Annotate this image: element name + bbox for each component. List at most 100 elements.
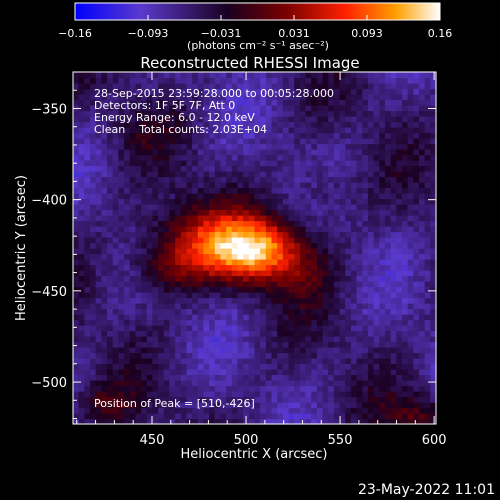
heatmap-cell <box>209 105 216 112</box>
heatmap-cell <box>379 380 386 387</box>
heatmap-cell <box>373 215 380 222</box>
heatmap-cell <box>418 226 426 233</box>
heatmap-cell <box>158 319 165 326</box>
heatmap-cell <box>231 297 239 304</box>
heatmap-cell <box>124 413 131 420</box>
heatmap-cell <box>328 226 335 233</box>
heatmap-cell <box>396 286 403 293</box>
heatmap-cell <box>288 374 295 381</box>
heatmap-cell <box>390 165 397 172</box>
heatmap-cell <box>141 176 148 183</box>
heatmap-cell <box>237 391 244 398</box>
heatmap-cell <box>209 391 216 398</box>
heatmap-cell <box>362 149 369 156</box>
heatmap-cell <box>220 171 227 178</box>
heatmap-cell <box>430 99 437 106</box>
heatmap-cell <box>350 413 358 420</box>
heatmap-cell <box>163 264 171 271</box>
heatmap-cell <box>345 187 352 194</box>
heatmap-cell <box>265 336 273 343</box>
heatmap-cell <box>413 374 420 381</box>
heatmap-cell <box>413 187 420 194</box>
heatmap-cell <box>175 176 182 183</box>
heatmap-cell <box>95 352 102 359</box>
heatmap-cell <box>430 253 437 260</box>
heatmap-cell <box>367 418 375 425</box>
heatmap-cell <box>254 132 261 139</box>
heatmap-cell <box>226 248 233 255</box>
heatmap-cell <box>175 330 182 337</box>
heatmap-cell <box>333 72 341 79</box>
heatmap-cell <box>322 391 329 398</box>
heatmap-cell <box>277 396 284 403</box>
heatmap-cell <box>175 237 182 244</box>
heatmap-cell <box>260 165 267 172</box>
heatmap-cell <box>214 88 222 95</box>
heatmap-cell <box>316 347 324 354</box>
heatmap-cell <box>311 242 318 249</box>
heatmap-cell <box>192 215 199 222</box>
heatmap-cell <box>333 215 341 222</box>
heatmap-cell <box>288 358 295 365</box>
heatmap-cell <box>141 215 148 222</box>
heatmap-cell <box>214 308 222 315</box>
heatmap-cell <box>146 308 153 315</box>
heatmap-cell <box>379 88 386 95</box>
heatmap-cell <box>396 407 403 414</box>
heatmap-cell <box>379 286 386 293</box>
heatmap-cell <box>294 418 301 425</box>
heatmap-cell <box>84 193 91 200</box>
heatmap-cell <box>390 94 397 101</box>
heatmap-cell <box>163 215 171 222</box>
heatmap-cell <box>135 264 142 271</box>
heatmap-cell <box>316 374 324 381</box>
heatmap-cell <box>158 314 165 321</box>
heatmap-cell <box>265 275 273 282</box>
heatmap-cell <box>248 358 256 365</box>
heatmap-cell <box>135 341 142 348</box>
heatmap-cell <box>84 292 91 299</box>
heatmap-cell <box>90 418 97 425</box>
heatmap-cell <box>362 396 369 403</box>
heatmap-cell <box>407 204 414 211</box>
heatmap-cell <box>180 193 188 200</box>
heatmap-cell <box>209 314 216 321</box>
heatmap-cell <box>339 396 346 403</box>
heatmap-cell <box>231 374 239 381</box>
heatmap-cell <box>254 297 261 304</box>
heatmap-cell <box>373 187 380 194</box>
heatmap-cell <box>226 121 233 128</box>
heatmap-cell <box>424 94 431 101</box>
heatmap-cell <box>152 418 159 425</box>
heatmap-cell <box>294 275 301 282</box>
heatmap-cell <box>73 374 80 381</box>
heatmap-cell <box>180 176 188 183</box>
heatmap-cell <box>231 253 239 260</box>
heatmap-cell <box>152 94 159 101</box>
heatmap-cell <box>243 391 250 398</box>
heatmap-cell <box>220 220 227 227</box>
heatmap-cell <box>135 99 142 106</box>
heatmap-cell <box>322 396 329 403</box>
heatmap-cell <box>158 154 165 161</box>
heatmap-cell <box>254 259 261 266</box>
heatmap-cell <box>141 149 148 156</box>
heatmap-cell <box>407 281 414 288</box>
heatmap-cell <box>186 402 193 409</box>
heatmap-cell <box>90 193 97 200</box>
heatmap-cell <box>175 385 182 392</box>
heatmap-cell <box>163 275 171 282</box>
heatmap-cell <box>305 127 312 134</box>
heatmap-cell <box>152 209 159 216</box>
heatmap-cell <box>328 121 335 128</box>
heatmap-cell <box>282 220 290 227</box>
heatmap-cell <box>118 237 125 244</box>
heatmap-cell <box>401 99 409 106</box>
heatmap-cell <box>322 330 329 337</box>
heatmap-cell <box>277 110 284 117</box>
heatmap-cell <box>413 248 420 255</box>
heatmap-cell <box>158 391 165 398</box>
heatmap-cell <box>90 83 97 90</box>
heatmap-cell <box>197 264 205 271</box>
heatmap-cell <box>430 264 437 271</box>
